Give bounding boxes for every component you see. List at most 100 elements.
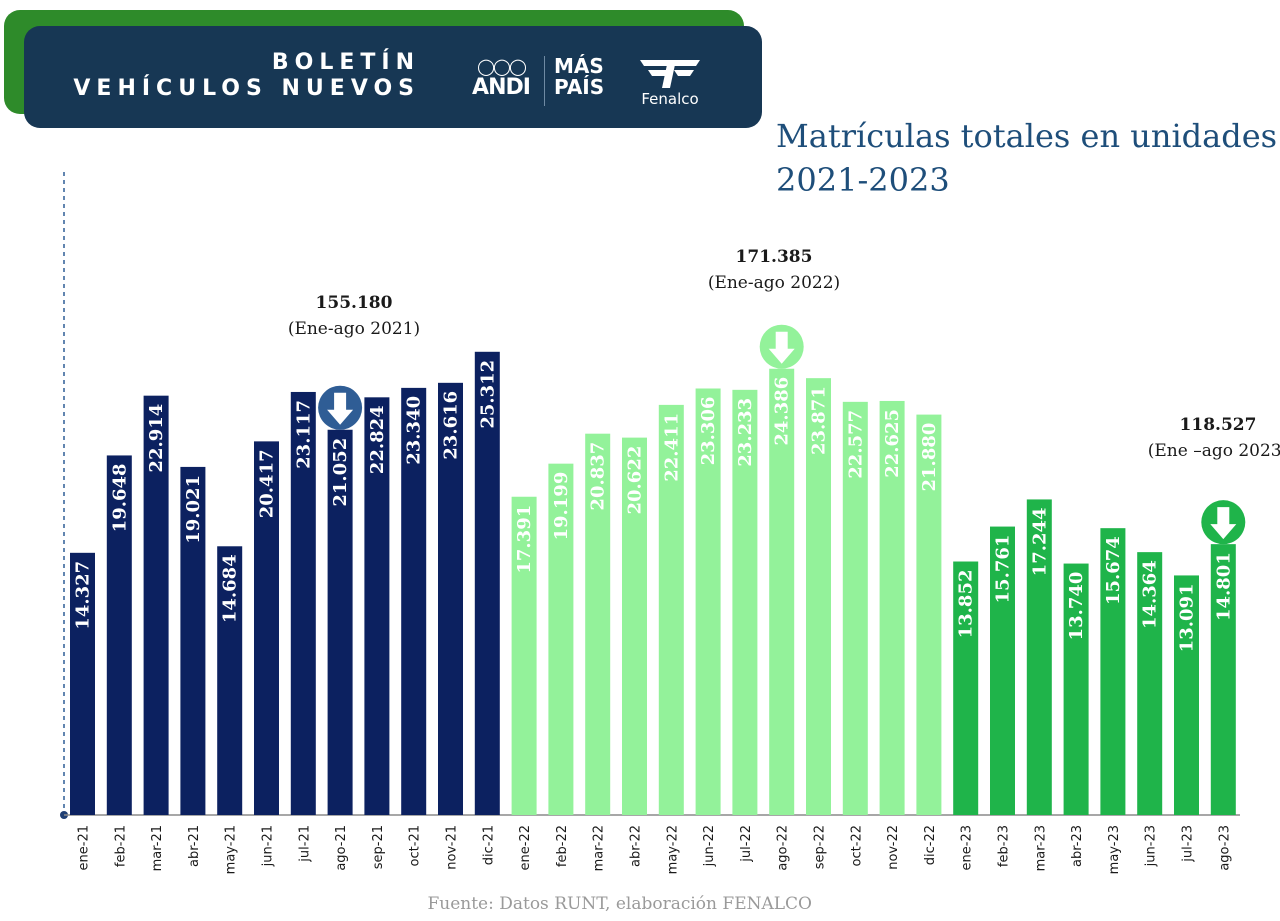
bar-value-label: 20.837 bbox=[588, 442, 609, 511]
bar-ago-23 bbox=[1210, 544, 1236, 815]
x-tick-label: ago-21 bbox=[334, 825, 349, 871]
bar-may-23 bbox=[1100, 528, 1126, 815]
x-tick-label: abr-22 bbox=[629, 825, 644, 867]
bar-value-label: 23.306 bbox=[698, 397, 719, 466]
bar-feb-23 bbox=[990, 526, 1015, 815]
bar-value-label: 22.914 bbox=[146, 404, 167, 473]
bar-abr-23 bbox=[1063, 563, 1089, 815]
bar-jun-21 bbox=[254, 441, 279, 815]
x-tick-label: mar-21 bbox=[150, 825, 165, 871]
x-tick-label: ago-22 bbox=[776, 825, 791, 871]
x-tick-label: abr-21 bbox=[187, 825, 202, 867]
bar-mar-21 bbox=[143, 395, 169, 815]
bar-value-label: 23.871 bbox=[809, 386, 830, 455]
source-note-text: Fuente: Datos RUNT, elaboración FENALCO bbox=[427, 894, 812, 914]
bar-value-label: 15.674 bbox=[1103, 536, 1124, 605]
bar-value-label: 19.199 bbox=[551, 472, 572, 541]
chart-title-line1: Matrículas totales en unidades bbox=[776, 117, 1278, 155]
x-tick-label: may-22 bbox=[665, 825, 680, 874]
down-arrow-icon bbox=[759, 324, 804, 369]
x-tick-label: sep-21 bbox=[371, 825, 386, 869]
x-tick-label: feb-23 bbox=[997, 825, 1012, 867]
x-tick-label: jun-22 bbox=[702, 825, 717, 867]
bar-feb-22 bbox=[548, 463, 574, 815]
annotation-period: (Ene –ago 2023) bbox=[1148, 441, 1280, 461]
bar-feb-21 bbox=[106, 455, 132, 815]
bar-value-label: 23.233 bbox=[735, 398, 756, 467]
bar-value-label: 23.117 bbox=[293, 400, 314, 469]
x-tick-label: oct-21 bbox=[408, 825, 423, 866]
source-note: Fuente: Datos RUNT, elaboración FENALCO bbox=[0, 894, 1230, 914]
annotations-layer: 155.180 (Ene-ago 2021) 171.385 (Ene-ago 202… bbox=[288, 247, 1280, 545]
bar-value-label: 13.852 bbox=[956, 570, 977, 639]
annotation-total: 118.527 bbox=[1180, 415, 1257, 435]
maspais-logo-line1: MÁS bbox=[554, 54, 604, 78]
bar-value-label: 14.364 bbox=[1140, 560, 1161, 629]
bar-mar-22 bbox=[585, 433, 611, 815]
x-tick-label: may-23 bbox=[1107, 825, 1122, 874]
bar-jun-22 bbox=[695, 388, 721, 815]
bar-may-22 bbox=[658, 404, 684, 815]
x-tick-label: ene-21 bbox=[77, 825, 92, 870]
bar-value-label: 14.801 bbox=[1213, 552, 1234, 621]
bar-value-label: 17.391 bbox=[514, 505, 535, 574]
bar-jul-23 bbox=[1174, 575, 1199, 815]
bar-abr-21 bbox=[180, 466, 206, 815]
x-tick-label: ene-23 bbox=[960, 825, 975, 870]
bar-value-label: 14.327 bbox=[73, 561, 94, 630]
x-tick-label: ene-22 bbox=[518, 825, 533, 870]
x-tick-label: ago-23 bbox=[1217, 825, 1232, 871]
x-tick-label: jul-22 bbox=[739, 825, 754, 863]
maspais-logo-line2: PAÍS bbox=[554, 75, 605, 99]
fenalco-mark-icon bbox=[640, 60, 700, 88]
maspais-logo: MÁS PAÍS bbox=[554, 56, 614, 98]
bar-ago-22 bbox=[769, 368, 795, 815]
banner-title: BOLETÍN VEHÍCULOS NUEVOS bbox=[73, 50, 420, 102]
banner-title-line1: BOLETÍN bbox=[271, 50, 420, 75]
bar-value-label: 20.417 bbox=[257, 449, 278, 518]
fenalco-logo: Fenalco bbox=[630, 54, 710, 110]
bar-value-label: 21.052 bbox=[330, 438, 351, 507]
bar-ago-21 bbox=[327, 429, 353, 815]
bar-value-label: 22.824 bbox=[367, 405, 388, 474]
bar-value-label: 20.622 bbox=[625, 446, 646, 515]
bar-value-label: 13.740 bbox=[1066, 572, 1087, 641]
annotation-period: (Ene-ago 2022) bbox=[708, 273, 840, 293]
banner: BOLETÍN VEHÍCULOS NUEVOS ◯◯◯ ANDI MÁS PA… bbox=[24, 26, 762, 128]
x-tick-label: dic-21 bbox=[481, 825, 496, 865]
bar-value-label: 21.880 bbox=[919, 423, 940, 492]
bar-jul-22 bbox=[732, 389, 758, 815]
bar-dic-22 bbox=[916, 414, 942, 815]
bar-mar-23 bbox=[1026, 499, 1052, 815]
x-tick-label: may-21 bbox=[224, 825, 239, 874]
bar-value-label: 14.684 bbox=[220, 554, 241, 623]
x-tick-label: feb-22 bbox=[555, 825, 570, 867]
andi-logo: ◯◯◯ ANDI bbox=[466, 58, 536, 106]
bar-value-label: 23.616 bbox=[441, 391, 462, 460]
bar-may-21 bbox=[217, 546, 243, 815]
x-tick-label: jun-21 bbox=[261, 825, 276, 867]
bar-value-label: 22.411 bbox=[661, 413, 682, 482]
x-tick-label: nov-21 bbox=[445, 825, 460, 870]
banner-title-line2: VEHÍCULOS NUEVOS bbox=[73, 76, 420, 101]
chart-title-line2: 2021-2023 bbox=[776, 161, 950, 199]
bar-dic-21 bbox=[474, 351, 500, 815]
bar-oct-21 bbox=[401, 387, 427, 815]
x-tick-label: abr-23 bbox=[1070, 825, 1085, 867]
bar-value-label: 19.648 bbox=[109, 463, 130, 532]
x-tick-label: sep-22 bbox=[813, 825, 828, 869]
bar-ene-23 bbox=[953, 561, 979, 815]
bar-nov-21 bbox=[438, 382, 463, 815]
fenalco-logo-text: Fenalco bbox=[641, 90, 699, 108]
x-tick-label: jul-23 bbox=[1181, 825, 1196, 863]
bar-value-label: 25.312 bbox=[477, 360, 498, 429]
x-tick-label: jun-23 bbox=[1144, 825, 1159, 867]
bar-value-label: 23.340 bbox=[404, 396, 425, 465]
bar-jun-23 bbox=[1137, 552, 1163, 815]
x-tick-label: jul-21 bbox=[297, 825, 312, 863]
x-tick-label: mar-22 bbox=[592, 825, 607, 871]
bar-value-label: 22.625 bbox=[882, 409, 903, 478]
bar-value-label: 15.761 bbox=[993, 535, 1014, 604]
bar-value-label: 24.386 bbox=[772, 377, 793, 446]
